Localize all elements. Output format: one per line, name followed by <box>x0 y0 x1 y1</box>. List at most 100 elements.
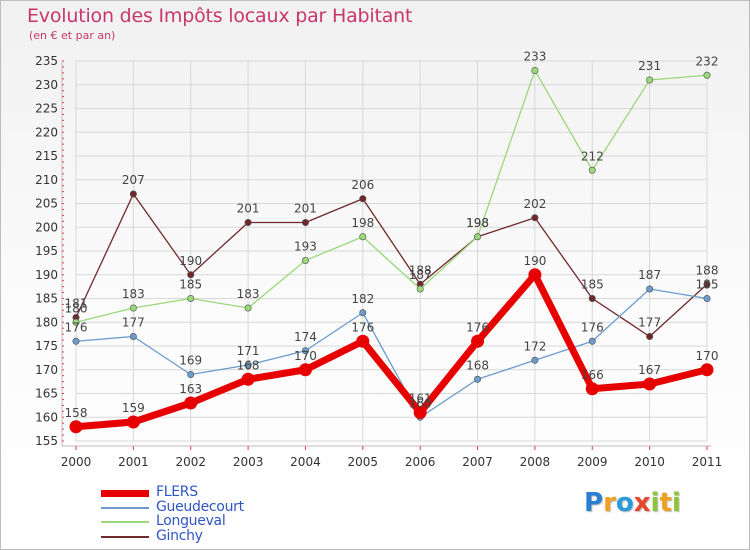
data-point-flers <box>528 268 542 282</box>
logo-letter: r <box>603 488 616 518</box>
data-point-gueudecourt <box>703 294 711 302</box>
y-tick-label: 160 <box>35 410 58 424</box>
y-tick-label: 215 <box>35 149 58 163</box>
data-label: 176 <box>65 320 88 334</box>
data-label: 207 <box>122 173 145 187</box>
legend-label: FLERS <box>156 484 198 500</box>
data-label: 190 <box>179 254 202 268</box>
data-label: 185 <box>696 278 719 292</box>
data-label: 170 <box>294 349 317 363</box>
legend: FLERS Gueudecourt Longueval Ginchy <box>101 484 361 544</box>
y-tick-label: 170 <box>35 363 58 377</box>
logo-letter: P <box>584 488 604 518</box>
axis-layer: 155 160 165 170 175 180 185 190 195 200 205 210 215 2… <box>35 54 722 469</box>
x-tick-label: 2010 <box>634 455 665 469</box>
data-label: 158 <box>65 406 88 420</box>
data-point-gueudecourt <box>72 337 80 345</box>
x-tick-label: 2008 <box>520 455 551 469</box>
data-point-flers <box>643 377 657 391</box>
data-point-ginchy <box>301 219 309 227</box>
data-point-ginchy <box>531 214 539 222</box>
y-tick-label: 155 <box>35 434 58 448</box>
data-label: 188 <box>409 263 432 277</box>
series-layer <box>69 67 714 434</box>
data-label: 172 <box>523 339 546 353</box>
grid-layer <box>75 60 708 442</box>
series-line-gueudecourt <box>75 288 708 418</box>
data-point-longueval <box>588 166 596 174</box>
data-point-longueval <box>474 233 482 241</box>
x-tick-label: 2005 <box>348 455 379 469</box>
series-line-longueval <box>75 69 708 323</box>
y-tick-label: 200 <box>35 220 58 234</box>
data-label: 160 <box>409 396 432 410</box>
data-point-gueudecourt <box>359 309 367 317</box>
data-label: 187 <box>638 268 661 282</box>
data-point-gueudecourt <box>301 347 309 355</box>
legend-label: Gueudecourt <box>156 498 244 515</box>
legend-swatch <box>101 506 149 509</box>
data-label: 169 <box>179 354 202 368</box>
data-point-flers <box>700 363 714 377</box>
data-point-flers <box>413 406 427 419</box>
data-point-ginchy <box>244 219 252 227</box>
data-label: 159 <box>122 401 145 415</box>
data-point-flers <box>298 363 312 377</box>
data-label: 188 <box>696 263 719 277</box>
data-point-longueval <box>129 304 137 312</box>
data-label: 170 <box>696 349 719 363</box>
logo-letter: x <box>633 488 651 518</box>
data-label: 171 <box>237 344 260 358</box>
data-point-ginchy <box>129 190 137 198</box>
data-point-flers <box>471 334 485 348</box>
data-label: 166 <box>581 368 604 382</box>
data-point-longueval <box>531 67 539 75</box>
data-label: 233 <box>523 50 546 64</box>
x-tick-label: 2011 <box>692 455 723 469</box>
data-label: 183 <box>237 287 260 301</box>
x-tick-label: 2009 <box>577 455 608 469</box>
data-label: 182 <box>351 292 374 306</box>
y-tick-label: 220 <box>35 125 58 139</box>
y-tick-label: 185 <box>35 292 58 306</box>
data-label: 163 <box>179 382 202 396</box>
chart-title: Evolution des Impôts locaux par Habitant <box>27 5 413 27</box>
legend-item-flers: FLERS <box>101 484 361 501</box>
y-tick-label: 175 <box>35 339 58 353</box>
data-label: 231 <box>638 59 661 73</box>
legend-swatch <box>101 521 149 523</box>
y-tick-label: 210 <box>35 173 58 187</box>
data-point-ginchy <box>588 294 596 302</box>
legend-label: Ginchy <box>156 527 203 544</box>
y-tick-label: 230 <box>35 78 58 92</box>
data-label: 232 <box>696 54 719 68</box>
data-label: 185 <box>179 278 202 292</box>
data-label: 187 <box>409 268 432 282</box>
data-label: 180 <box>65 301 88 315</box>
legend-swatch <box>101 490 149 497</box>
data-label: 168 <box>466 358 489 372</box>
data-point-gueudecourt <box>244 361 252 369</box>
data-label: 176 <box>581 320 604 334</box>
series-line-flers <box>75 271 708 431</box>
logo-letter: o <box>615 488 634 518</box>
data-point-longueval <box>703 71 711 79</box>
x-tick-label: 2006 <box>405 455 436 469</box>
data-point-gueudecourt <box>588 337 596 345</box>
logo-letter: t <box>659 488 672 518</box>
data-point-longueval <box>187 294 195 302</box>
legend-item-gueudecourt: Gueudecourt <box>101 498 361 516</box>
data-label: 181 <box>65 297 88 311</box>
data-point-ginchy <box>187 271 195 279</box>
data-point-longueval <box>359 233 367 241</box>
data-label: 174 <box>294 330 317 344</box>
legend-item-longueval: Longueval <box>101 513 361 530</box>
y-tick-label: 165 <box>35 387 58 401</box>
data-label: 161 <box>409 392 432 406</box>
y-tick-label: 235 <box>35 54 58 68</box>
data-point-longueval <box>244 304 252 312</box>
data-label: 198 <box>466 216 489 230</box>
y-tick-label: 225 <box>35 102 58 116</box>
